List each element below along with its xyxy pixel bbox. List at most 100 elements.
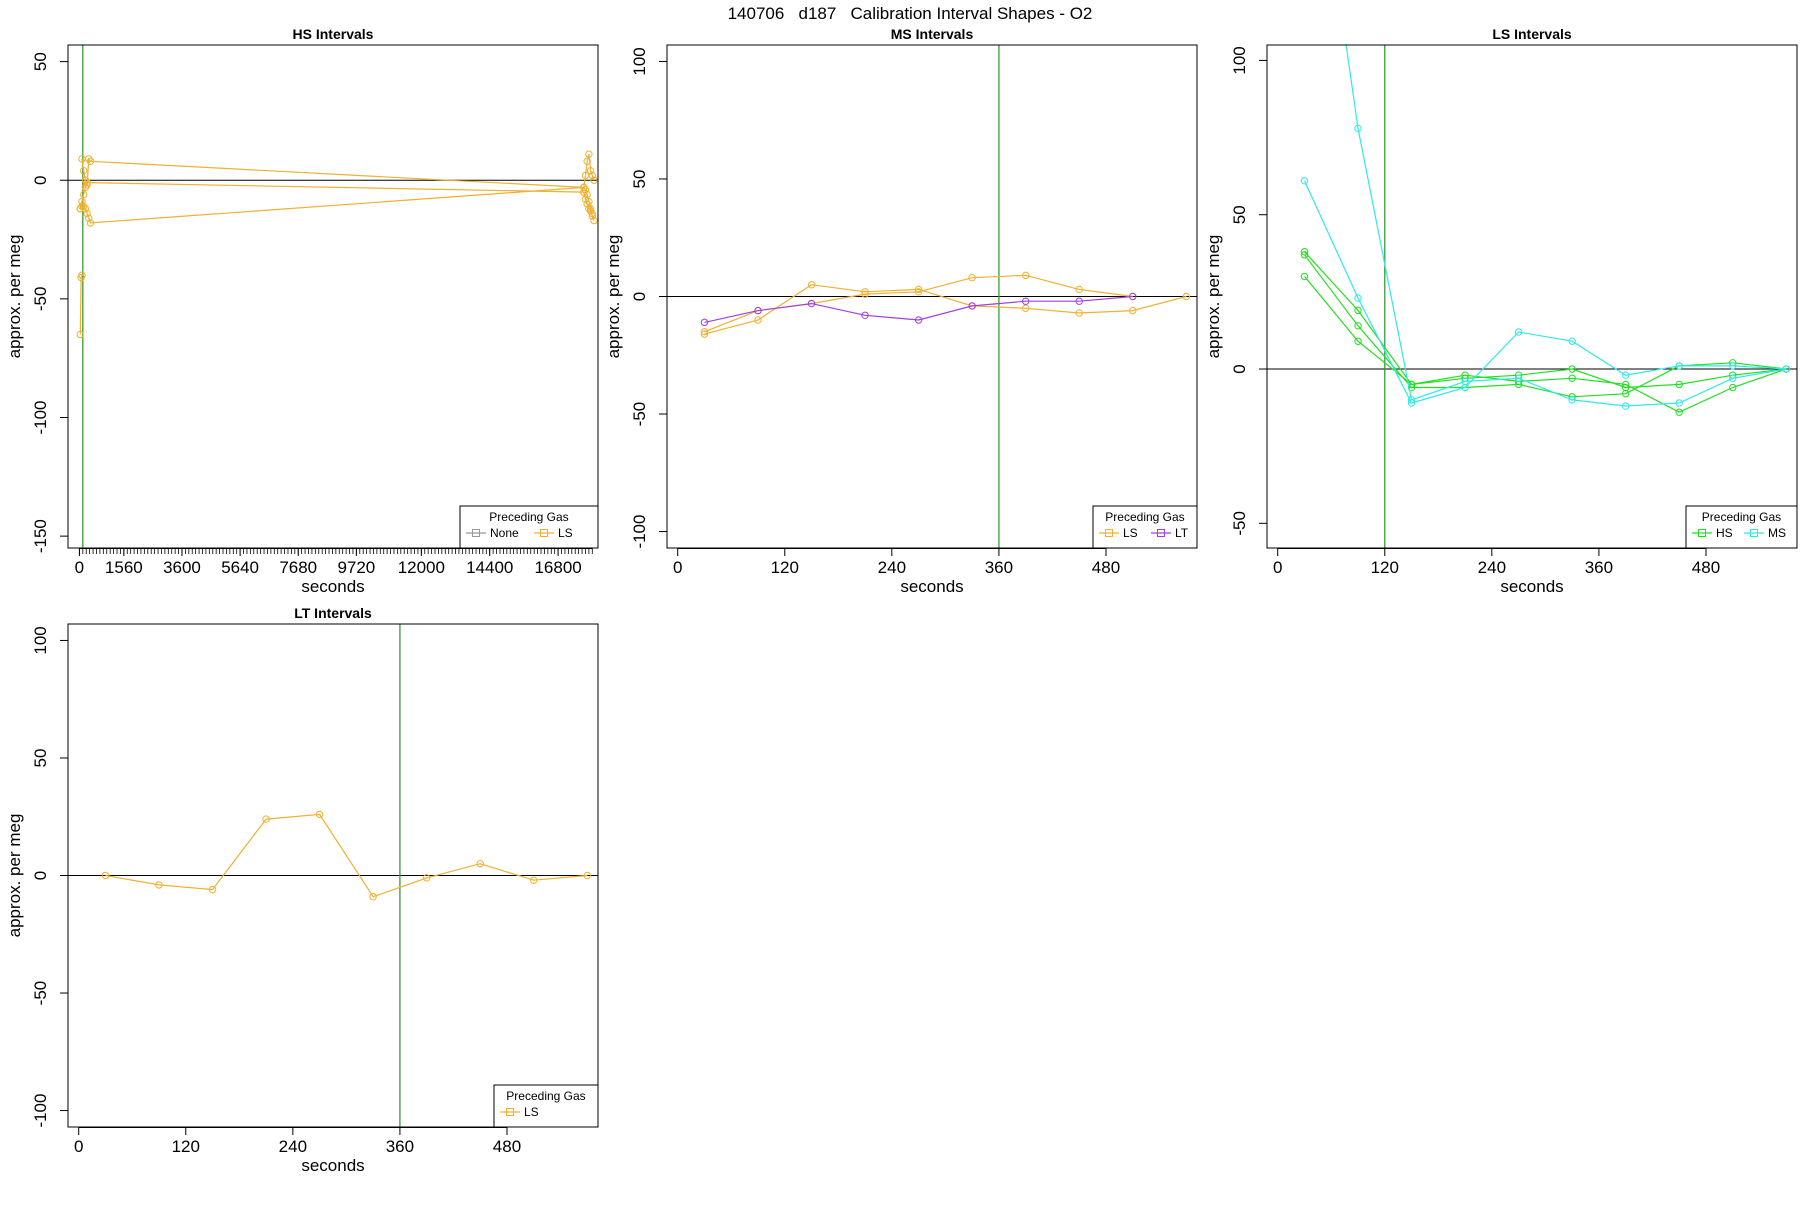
data-point [1182,292,1190,301]
x-tick-label: 16800 [534,558,581,577]
x-axis-label: seconds [1500,577,1563,596]
legend-entry-label: HS [1716,526,1733,540]
legend-swatch-square [506,1108,514,1116]
data-point [1354,322,1362,330]
data-point [422,874,431,882]
data-point [85,214,93,222]
data-point [1354,337,1362,345]
x-tick-label: 240 [1478,558,1506,577]
data-point [581,195,590,203]
data-point [914,285,923,294]
x-tick-label: 0 [673,558,682,577]
x-tick-label: 480 [1092,558,1120,577]
x-tick-label: 360 [985,558,1013,577]
legend-box [493,1084,599,1128]
data-point [914,316,923,324]
data-point [79,167,88,175]
chart-title: HS Intervals [293,26,374,42]
data-point [1021,304,1030,312]
legend-swatch-square [540,529,548,537]
data-point [81,176,90,184]
series-group [76,150,598,339]
legend-box [1092,505,1198,549]
data-point [1568,365,1576,373]
data-point [1021,297,1030,305]
legend-swatch-square [1105,529,1113,537]
data-point [583,871,591,880]
data-point [754,306,762,315]
y-tick-label: 50 [630,170,649,189]
plot-frame [67,44,599,549]
series-line [1345,45,1787,407]
legend: Preceding Gas LS LT [1092,505,1198,549]
x-tick-label: 0 [1273,558,1282,577]
data-point [861,311,869,320]
page-title: 140706 d187 Calibration Interval Shapes … [728,4,1093,23]
data-point [208,885,217,894]
series-line [79,274,83,335]
y-tick-label: 0 [31,871,50,880]
data-point [78,197,86,206]
legend-title: Preceding Gas [1105,510,1184,524]
data-point [476,860,484,868]
legend-entry-label: LS [524,1105,539,1119]
series-line [704,295,1133,323]
legend-box [1685,505,1798,549]
series-group [101,810,591,901]
plot-frame [1266,44,1798,549]
x-tick-label: 120 [771,558,799,577]
data-point [700,318,709,327]
x-tick-label: 120 [172,1137,200,1156]
data-point [530,876,538,884]
data-point [590,176,598,184]
data-point [914,288,923,296]
data-point [580,188,588,196]
legend: Preceding Gas None LS [459,505,599,549]
data-point [585,205,593,213]
x-axis-label: seconds [301,1156,364,1175]
legend-entry-label: LS [1123,526,1138,540]
data-point [1461,383,1469,392]
data-point [590,216,598,225]
y-tick-label: 0 [630,292,649,301]
data-point [585,150,593,158]
series-line [81,153,595,189]
data-point [101,871,110,880]
data-point [588,209,597,218]
chart-panel-1: HS Intervals 0 1560 3600 5640 7680 9720 12000 14… [5,26,599,596]
data-point [968,273,976,282]
x-tick-label: 240 [279,1137,307,1156]
y-tick-label: -100 [630,515,649,549]
data-point [586,167,595,175]
data-point [580,183,588,192]
y-tick-label: -50 [31,287,50,312]
data-point [807,281,816,289]
x-axis-label: seconds [900,577,963,596]
data-point [78,271,86,279]
data-point [1354,124,1362,133]
y-tick-label: -150 [31,519,50,553]
data-point [1568,374,1576,382]
series-line [1304,251,1787,413]
data-point [861,290,869,298]
x-tick-label: 360 [1585,558,1613,577]
y-tick-label: 0 [31,176,50,185]
data-point [1300,272,1309,281]
data-point [700,330,709,338]
data-point [586,207,595,215]
data-point [1407,399,1416,407]
y-tick-label: -100 [31,1094,50,1128]
data-point [1729,362,1737,370]
data-point [76,205,84,213]
legend-box [459,505,599,549]
series-line [105,813,588,898]
x-tick-label: 9720 [337,558,375,577]
y-tick-label: -50 [1230,511,1249,536]
data-point [1075,309,1083,317]
data-point [807,299,816,308]
data-point [79,190,88,199]
data-point [83,181,91,189]
legend-title: Preceding Gas [489,510,568,524]
data-point [1675,399,1683,407]
